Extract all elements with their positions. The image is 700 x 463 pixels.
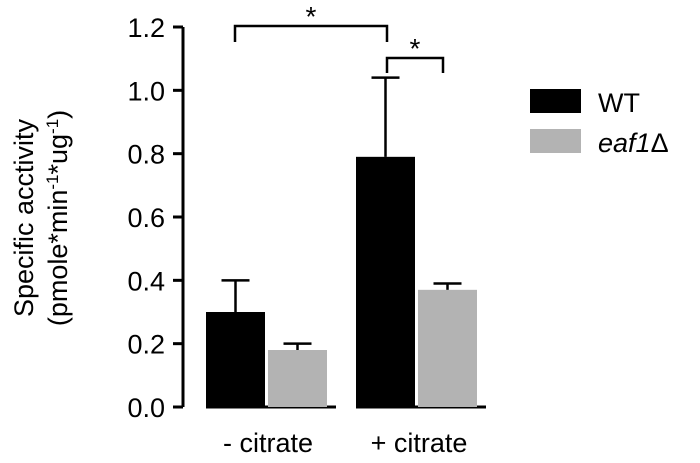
y-tick-label: 1.0	[127, 76, 165, 106]
y-axis-ticks: 0.0 0.2 0.4 0.6 0.8 1.0 1.2	[127, 13, 183, 423]
y-axis-unit-exp1: -1	[43, 175, 62, 190]
y-tick-label: 0.0	[127, 393, 165, 423]
y-tick-label: 1.2	[127, 13, 165, 43]
legend-label-eaf1-delta: Δ	[651, 128, 669, 158]
y-axis-unit-exp2: -1	[43, 119, 62, 134]
y-tick-label: 0.8	[127, 140, 165, 170]
bar-wt-minus-citrate	[206, 312, 265, 407]
legend: WT eaf1Δ	[530, 88, 669, 158]
legend-swatch-wt	[530, 89, 581, 113]
y-axis-unit-suffix: )	[43, 110, 73, 119]
y-axis-title-line2: (pmole*min-1*ug-1)	[43, 110, 74, 326]
category-label-minus-citrate: - citrate	[223, 428, 313, 458]
significance-bracket-2: *	[385, 33, 445, 73]
bar-wt-plus-citrate	[356, 156, 415, 407]
y-tick-label: 0.6	[127, 203, 165, 233]
category-label-plus-citrate: + citrate	[371, 428, 468, 458]
y-axis-title-line1: Specific acctivity	[9, 118, 39, 317]
y-axis-title: Specific acctivity (pmole*min-1*ug-1)	[9, 110, 73, 326]
legend-label-eaf1-name: eaf1	[598, 128, 651, 158]
legend-swatch-eaf1	[530, 129, 581, 153]
bars	[206, 156, 477, 407]
y-tick-label: 0.2	[127, 330, 165, 360]
y-tick-label: 0.4	[127, 266, 165, 296]
significance-star-2: *	[410, 33, 421, 64]
error-bars	[221, 76, 462, 350]
significance-star-1: *	[306, 1, 317, 32]
legend-label-wt: WT	[598, 88, 640, 118]
bar-eaf1-minus-citrate	[268, 350, 327, 407]
y-axis-unit-prefix: (pmole*min	[43, 190, 73, 327]
y-axis-unit-middle: *ug	[43, 134, 73, 175]
legend-label-eaf1: eaf1Δ	[598, 128, 669, 158]
significance-bracket-1: *	[233, 1, 389, 42]
bar-eaf1-plus-citrate	[418, 289, 477, 407]
